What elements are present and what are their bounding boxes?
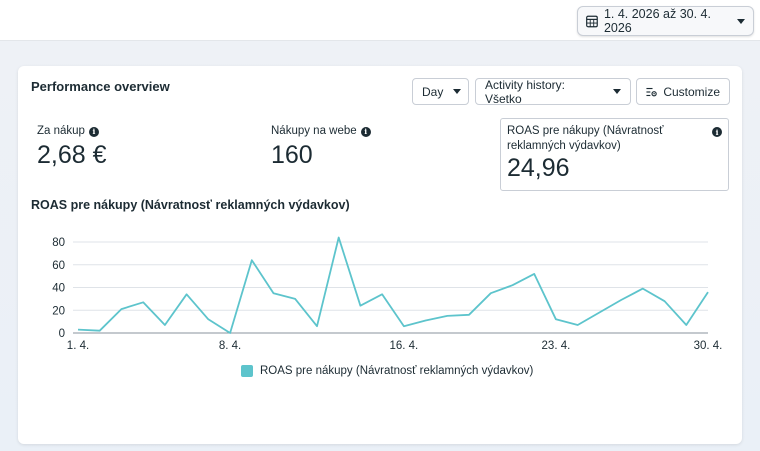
activity-history-dropdown[interactable]: Activity history: Všetko (475, 77, 631, 106)
roas-line-chart: 0 20 40 60 80 1. 4. 8. 4. 16. 4. 23. 4. 30. 4. (52, 236, 723, 352)
x-tick-label: 1. 4. (67, 340, 89, 352)
day-dropdown-label: Day (422, 84, 444, 99)
y-tick-label: 20 (52, 305, 65, 317)
top-bar: 1. 4. 2026 až 30. 4. 2026 (0, 0, 760, 41)
customize-label: Customize (663, 84, 720, 99)
x-tick-label: 30. 4. (694, 340, 723, 352)
metric-website-purchases[interactable]: Nákupy na webe i 160 (271, 124, 371, 170)
card-title: Performance overview (31, 79, 170, 94)
info-icon[interactable]: i (360, 126, 371, 137)
info-icon[interactable]: i (712, 127, 722, 137)
metric-label: Za nákup (37, 125, 85, 137)
day-dropdown[interactable]: Day (412, 78, 469, 105)
chevron-down-icon (737, 18, 745, 24)
series-line (77, 236, 709, 334)
metric-purchase-roas-selected[interactable]: ROAS pre nákupy (Návratnosť reklamných v… (500, 118, 729, 191)
x-tick-label: 8. 4. (219, 340, 241, 352)
date-range-picker[interactable]: 1. 4. 2026 až 30. 4. 2026 (577, 6, 754, 36)
x-tick-label: 16. 4. (389, 340, 418, 352)
legend-label: ROAS pre nákupy (Návratnosť reklamných v… (260, 365, 534, 377)
y-tick-label: 80 (52, 237, 65, 249)
y-tick-label: 40 (52, 283, 65, 295)
y-tick-label: 60 (52, 260, 65, 272)
metric-value: 2,68 € (37, 141, 107, 169)
x-tick-label: 23. 4. (542, 340, 571, 352)
calendar-icon (586, 15, 598, 27)
metric-value: 160 (271, 141, 313, 169)
metric-label: Nákupy na webe (271, 125, 357, 137)
metric-label: ROAS pre nákupy (Návratnosť reklamných v… (507, 125, 664, 152)
y-tick-label: 0 (59, 328, 65, 340)
metric-value: 24,96 (507, 154, 570, 182)
chart-legend[interactable]: ROAS pre nákupy (Návratnosť reklamných v… (241, 365, 533, 377)
chevron-down-icon (613, 89, 621, 94)
performance-overview-card: Performance overview Day Activity histor… (18, 66, 742, 444)
legend-swatch (241, 365, 253, 377)
chart-title: ROAS pre nákupy (Návratnosť reklamných v… (31, 198, 350, 212)
customize-button[interactable]: Customize (636, 78, 730, 105)
chevron-down-icon (453, 89, 462, 94)
date-range-label: 1. 4. 2026 až 30. 4. 2026 (603, 7, 711, 35)
customize-icon (646, 87, 657, 96)
metric-cost-per-purchase[interactable]: Za nákup i 2,68 € (37, 124, 107, 170)
activity-history-label: Activity history: Všetko (485, 77, 566, 106)
info-icon[interactable]: i (88, 126, 99, 137)
